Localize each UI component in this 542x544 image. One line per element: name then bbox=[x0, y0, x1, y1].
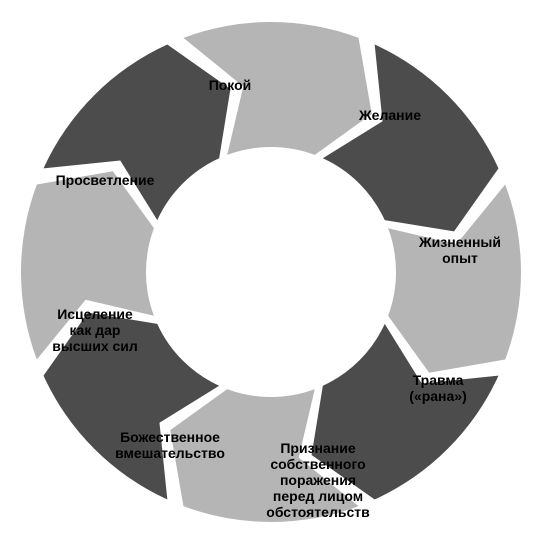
segment-label-0: Покой bbox=[209, 77, 252, 93]
segment-label-1: Желание bbox=[359, 107, 421, 123]
segment-label-2: Жизненный опыт bbox=[419, 234, 501, 266]
segment-label-3: Травма («рана») bbox=[409, 372, 466, 404]
cycle-diagram: Покой Желание Жизненный опыт Травма («рана»… bbox=[0, 0, 542, 544]
segment-label-5: Божественное вмешательство bbox=[115, 429, 225, 461]
segment-label-6: Исцеление как дар высших сил bbox=[52, 306, 138, 354]
segment-label-7: Просветление bbox=[56, 172, 155, 188]
segment-label-4: Признание собственного поражения перед л… bbox=[266, 440, 369, 520]
